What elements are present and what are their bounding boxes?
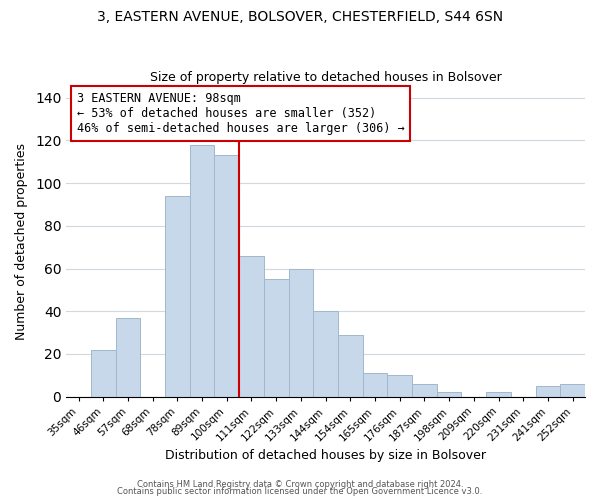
Text: 3, EASTERN AVENUE, BOLSOVER, CHESTERFIELD, S44 6SN: 3, EASTERN AVENUE, BOLSOVER, CHESTERFIEL… <box>97 10 503 24</box>
Bar <box>239 256 264 396</box>
Bar <box>388 376 412 396</box>
Bar <box>560 384 585 396</box>
Bar <box>91 350 116 397</box>
X-axis label: Distribution of detached houses by size in Bolsover: Distribution of detached houses by size … <box>165 450 486 462</box>
Bar <box>289 268 313 396</box>
Bar <box>362 373 388 396</box>
Bar <box>486 392 511 396</box>
Bar <box>214 156 239 396</box>
Bar <box>412 384 437 396</box>
Text: Contains public sector information licensed under the Open Government Licence v3: Contains public sector information licen… <box>118 487 482 496</box>
Text: 3 EASTERN AVENUE: 98sqm
← 53% of detached houses are smaller (352)
46% of semi-d: 3 EASTERN AVENUE: 98sqm ← 53% of detache… <box>77 92 404 134</box>
Bar <box>437 392 461 396</box>
Bar <box>338 334 362 396</box>
Bar <box>165 196 190 396</box>
Bar <box>264 279 289 396</box>
Bar <box>536 386 560 396</box>
Y-axis label: Number of detached properties: Number of detached properties <box>15 144 28 340</box>
Bar <box>190 144 214 396</box>
Text: Contains HM Land Registry data © Crown copyright and database right 2024.: Contains HM Land Registry data © Crown c… <box>137 480 463 489</box>
Bar <box>313 312 338 396</box>
Title: Size of property relative to detached houses in Bolsover: Size of property relative to detached ho… <box>150 72 502 85</box>
Bar <box>116 318 140 396</box>
